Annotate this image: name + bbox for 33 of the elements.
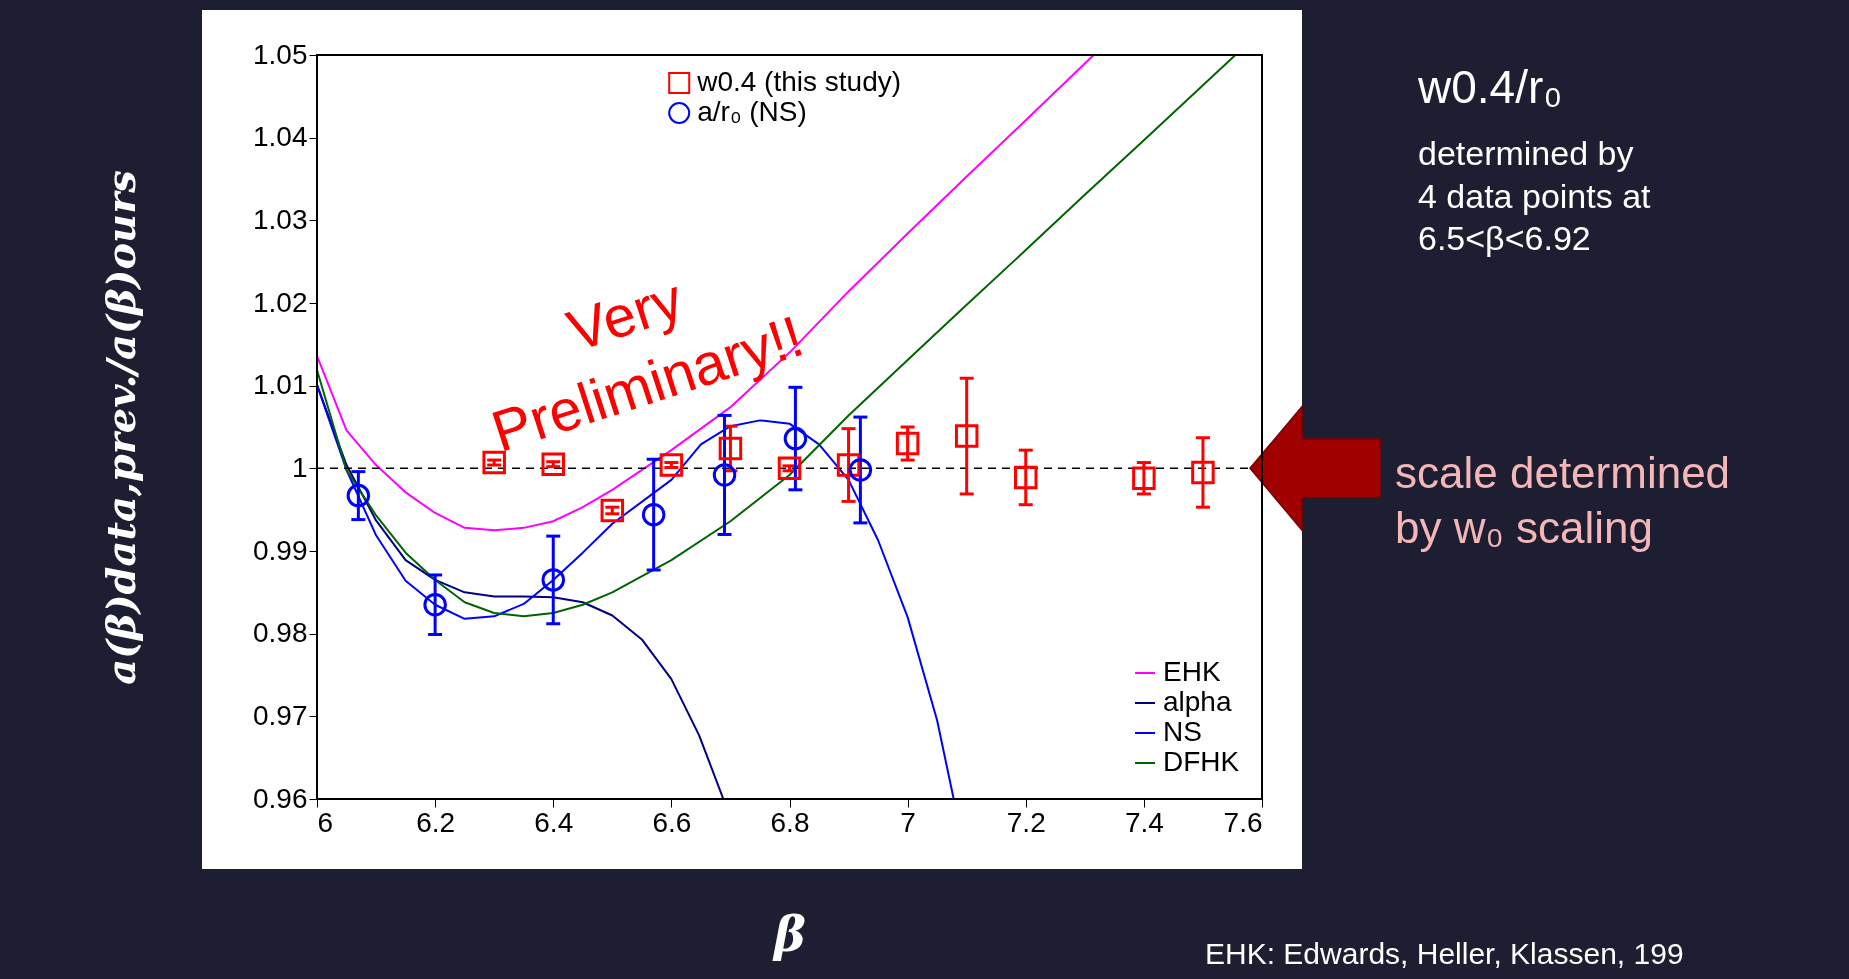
x-tick-label: 7.6 [1223, 806, 1263, 838]
x-tick-label: 7.4 [1124, 806, 1164, 838]
text: EHK: Edwards, Heller, Klassen, 199 [1205, 937, 1684, 970]
legend-label: DFHK [1163, 746, 1240, 777]
x-tick-label: 6.4 [534, 806, 574, 838]
line-series [317, 55, 1237, 618]
x-tick-label: 6.2 [416, 806, 456, 838]
legend-label: alpha [1163, 686, 1232, 717]
x-tick-label: 6.6 [652, 806, 692, 838]
legend-label: EHK [1163, 656, 1221, 687]
text: determined by 4 data points at 6.5<β<6.92 [1418, 134, 1652, 257]
y-tick-label: 0.98 [253, 617, 308, 649]
legend-label: NS [1163, 716, 1202, 747]
y-tick-label: 0.97 [253, 699, 308, 731]
y-tick-label: 1.04 [253, 121, 308, 153]
y-tick-label: 1.02 [253, 286, 308, 318]
x-tick-label: 6.8 [770, 806, 810, 838]
legend-label: a/r₀ (NS) [697, 96, 807, 127]
x-axis-title: β [772, 905, 807, 962]
x-tick-label: 7.2 [1006, 806, 1046, 838]
y-tick-label: 1 [291, 451, 308, 483]
legend-label: w0.4 (this study) [696, 66, 902, 97]
y-tick-label: 1.01 [253, 369, 308, 401]
x-tick-label: 6 [317, 806, 334, 838]
y-tick-label: 1.05 [253, 38, 308, 70]
y-axis-title: a(β)data,prev./a(β)ours [97, 170, 144, 685]
line-series [317, 55, 1095, 532]
x-tick-label: 7 [900, 806, 916, 838]
text: scale determined by w₀ scaling [1395, 448, 1731, 552]
y-tick-label: 0.99 [253, 534, 308, 566]
text: w0.4/r₀ [1417, 61, 1563, 113]
y-tick-label: 0.96 [253, 782, 308, 814]
y-tick-label: 1.03 [253, 203, 308, 235]
